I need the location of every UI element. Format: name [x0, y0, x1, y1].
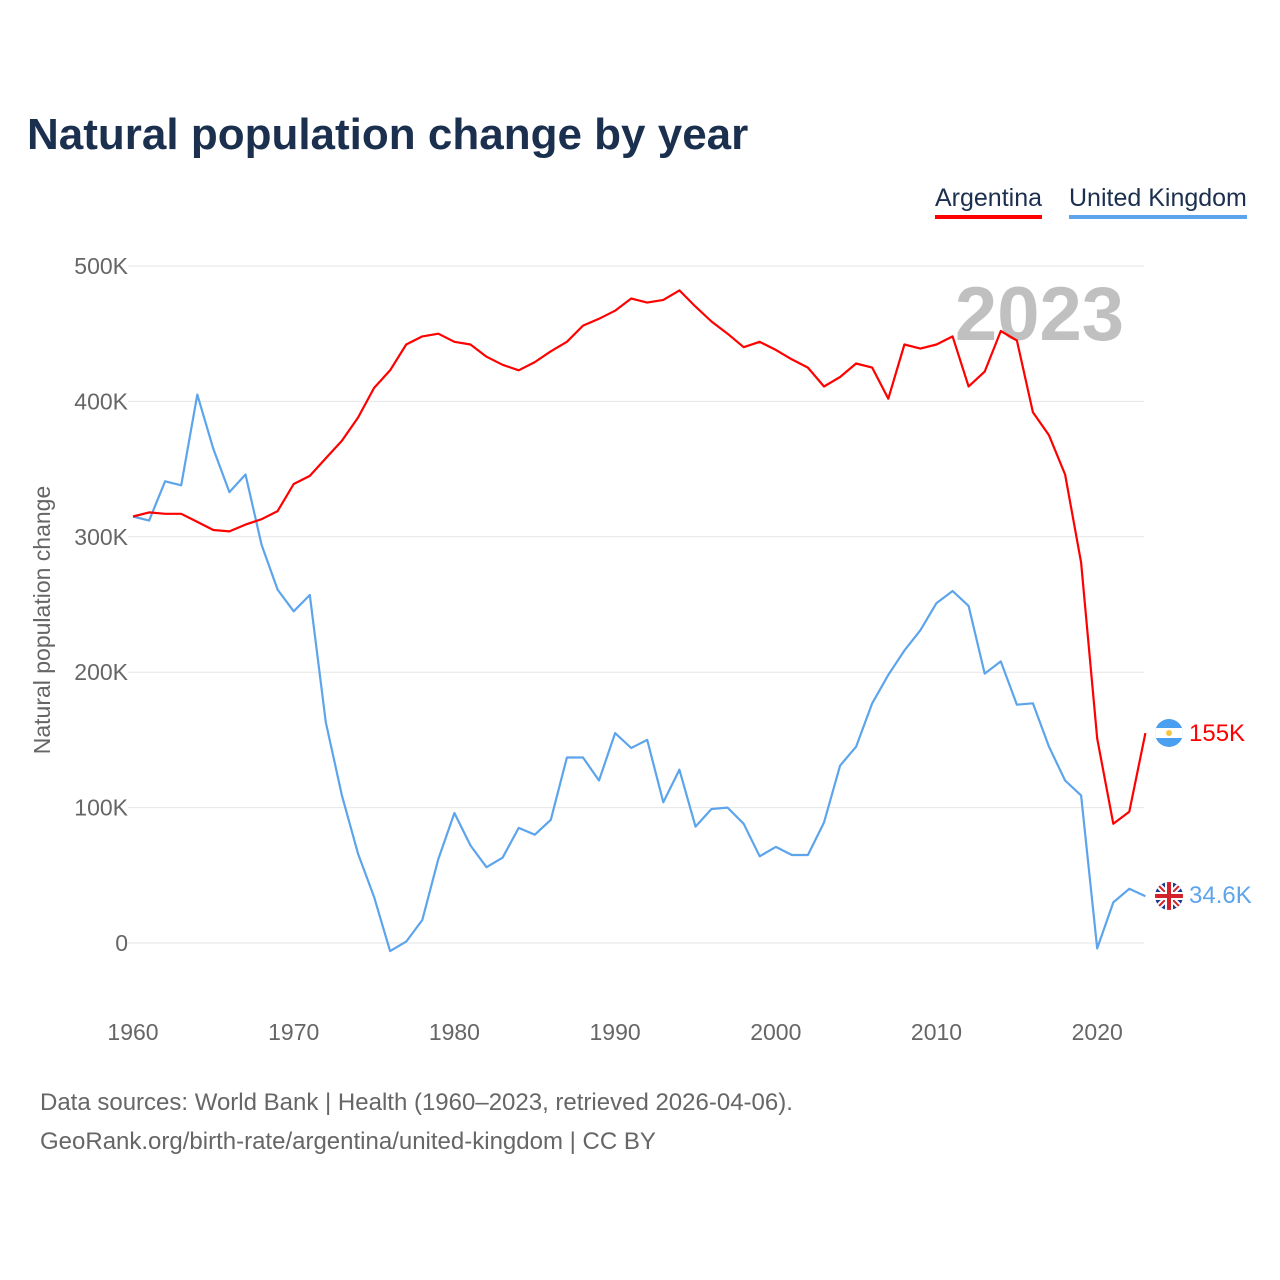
- x-tick-label: 1990: [590, 1019, 641, 1045]
- argentina-flag-icon: [1155, 719, 1183, 747]
- x-tick-label: 1980: [429, 1019, 480, 1045]
- y-tick-label: 500K: [74, 253, 128, 279]
- series-line-argentina: [132, 289, 1147, 825]
- legend-argentina[interactable]: Argentina: [935, 184, 1043, 219]
- end-label-argentina: 155K: [1189, 720, 1245, 747]
- y-tick-label: 300K: [74, 524, 128, 550]
- end-label-uk: 34.6K: [1189, 882, 1252, 909]
- y-tick-label: 400K: [74, 388, 128, 414]
- y-axis-label: Natural population change: [29, 486, 55, 755]
- series-line-united-kingdom: [132, 393, 1146, 953]
- x-tick-label: 2020: [1072, 1019, 1123, 1045]
- y-tick-label: 200K: [74, 659, 128, 685]
- footer-sources: Data sources: World Bank | Health (1960–…: [40, 1089, 793, 1116]
- chart-title: Natural population change by year: [27, 110, 749, 159]
- y-tick-label: 0: [115, 930, 128, 956]
- footer-link[interactable]: GeoRank.org/birth-rate/argentina/united-…: [40, 1128, 656, 1155]
- x-tick-label: 1970: [268, 1019, 319, 1045]
- x-tick-label: 2010: [911, 1019, 962, 1045]
- uk-flag-icon: [1155, 882, 1183, 910]
- y-tick-label: 100K: [74, 795, 128, 821]
- legend-united-kingdom[interactable]: United Kingdom: [1069, 184, 1247, 219]
- x-tick-label: 1960: [107, 1019, 158, 1045]
- year-watermark: 2023: [955, 272, 1124, 357]
- x-tick-label: 2000: [750, 1019, 801, 1045]
